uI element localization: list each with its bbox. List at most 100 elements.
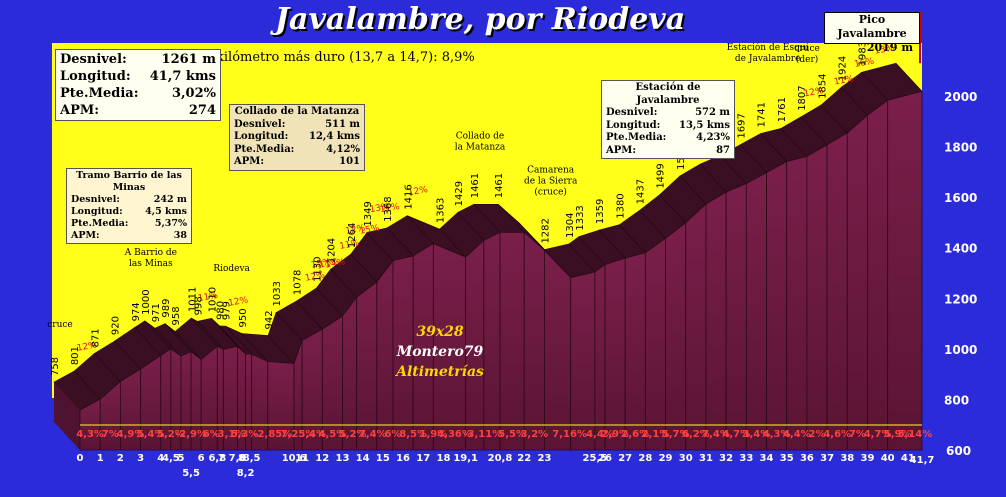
x-tick-label: 41,7 [910, 455, 935, 466]
stat-label: Longitud: [234, 131, 289, 142]
altitude-label: 1429 [454, 181, 465, 206]
profile-segment [685, 203, 707, 451]
max-grade: 11% [833, 74, 855, 87]
x-tick-label: 34 [760, 453, 774, 464]
profile-segment [499, 231, 525, 451]
stat-row: Pte.Media: 5,37% [71, 218, 187, 230]
altitude-label: 1854 [817, 73, 828, 98]
stat-row: Longitud: 12,4 kms [234, 131, 360, 144]
profile-segment [786, 155, 808, 451]
x-tick-label: 23 [537, 453, 551, 464]
segment-grade: 5,2% [339, 429, 367, 440]
profile-segment [846, 114, 868, 451]
altitude-label: 1204 [327, 238, 338, 263]
stat-value: 38 [173, 230, 187, 241]
segment-grade: 2% [809, 429, 826, 440]
stat-row: Pte.Media: 3,02% [60, 85, 216, 102]
profile-segment [745, 171, 767, 451]
stat-row: Longitud: 4,5 kms [71, 206, 187, 218]
profile-side [54, 382, 80, 450]
max-grade: 13% [874, 43, 896, 56]
x-tick-label: 31 [699, 453, 713, 464]
altitude-label: 758 [50, 357, 61, 376]
segment-grade: 7% [102, 429, 119, 440]
stat-label: Desnivel: [234, 118, 286, 130]
profile-segment [604, 257, 626, 451]
max-grade: 12% [803, 86, 825, 99]
x-tick-label: 10,6 [282, 453, 307, 464]
x-tick-label: 8,5 [243, 453, 261, 464]
altitude-label: 1359 [595, 199, 606, 224]
max-grade: 11% [318, 257, 340, 270]
y-tick-label: 800 [944, 393, 969, 407]
segment-grade: 4,5% [319, 429, 347, 440]
altitude-label: 1333 [575, 205, 586, 230]
place-annotation: A Barrio de [124, 248, 177, 258]
stat-row: Pte.Media: 4,12% [234, 144, 360, 157]
x-tick-label: 37 [820, 453, 834, 464]
place-annotation: de Javalambre [735, 54, 801, 64]
altitude-label: 1349 [363, 201, 374, 226]
place-annotation: las Minas [129, 259, 173, 269]
segment-grade: 6% [384, 429, 401, 440]
y-tick-label: 1600 [944, 191, 977, 205]
place-annotation: Camarena [527, 166, 575, 176]
max-grade: 15% [310, 257, 332, 270]
altitude-label: 871 [90, 328, 101, 347]
stat-row: Longitud: 13,5 kms [606, 120, 730, 133]
segment-grade: -3,1% [213, 429, 245, 440]
profile-segment [665, 221, 687, 451]
altitude-label: 989 [161, 299, 172, 318]
max-grade: 11% [339, 239, 361, 252]
y-tick-label: 1000 [944, 343, 977, 357]
profile-segment [806, 144, 828, 451]
summit-name: Pico Javalambre [837, 13, 907, 40]
altitude-label: 1130 [312, 257, 323, 282]
x-tick-label: 14 [356, 453, 370, 464]
altitude-label: 971 [151, 303, 162, 322]
altitude-label: 1282 [541, 218, 552, 243]
altitude-label: 942 [264, 310, 275, 329]
box-title: Collado de la Matanza [234, 106, 360, 117]
segment-grade: 3,4% [743, 429, 771, 440]
profile-segment [826, 132, 848, 451]
altitude-label: 1368 [383, 196, 394, 221]
max-grade: 12% [76, 340, 98, 353]
segment-grade: 4,36% [437, 429, 472, 440]
altitude-label: 1078 [292, 270, 303, 295]
altitude-label: 1304 [565, 213, 576, 238]
altitude-label: 1010 [207, 287, 218, 312]
place-annotation: la Matanza [455, 142, 506, 152]
x-tick-label: 4 [157, 453, 164, 464]
y-tick-label: 600 [946, 444, 971, 458]
altitude-label: 950 [238, 308, 249, 327]
altitude-label: 1000 [141, 289, 152, 314]
place-annotation: Collado de [456, 131, 505, 141]
x-tick-label: 16 [396, 453, 410, 464]
place-annotation: de la Sierra [524, 177, 578, 187]
x-tick-label: 36 [800, 453, 814, 464]
segment-grade: 4,3% [763, 429, 791, 440]
x-tick-label: 8,2 [237, 468, 255, 479]
stat-value: 3,02% [171, 86, 216, 101]
segment-grade: -2,9% [175, 429, 207, 440]
segment-grade: -3,11% [463, 429, 502, 440]
altitude-label: 1437 [636, 179, 647, 204]
stat-row: Desnivel: 572 m [606, 107, 730, 120]
segment-grade: 5,9% [884, 429, 912, 440]
stat-value: 41,7 kms [149, 69, 216, 84]
stat-label: APM: [71, 230, 100, 241]
place-annotation: Riodeva [213, 264, 250, 274]
profile-segment [544, 249, 572, 451]
stat-label: Pte.Media: [234, 143, 295, 155]
place-annotation: Estación de Esquí [727, 42, 809, 53]
segment-grade: 3,2% [520, 429, 548, 440]
credit-author: Montero79 [396, 344, 484, 360]
segment-grade: 7% [849, 429, 866, 440]
profile-segment [867, 99, 889, 451]
segment-grade: 2,1% [642, 429, 670, 440]
x-tick-label: 7,8 [229, 453, 247, 464]
altitude-label: 1461 [470, 173, 481, 198]
stat-row: APM: 274 [60, 102, 216, 119]
